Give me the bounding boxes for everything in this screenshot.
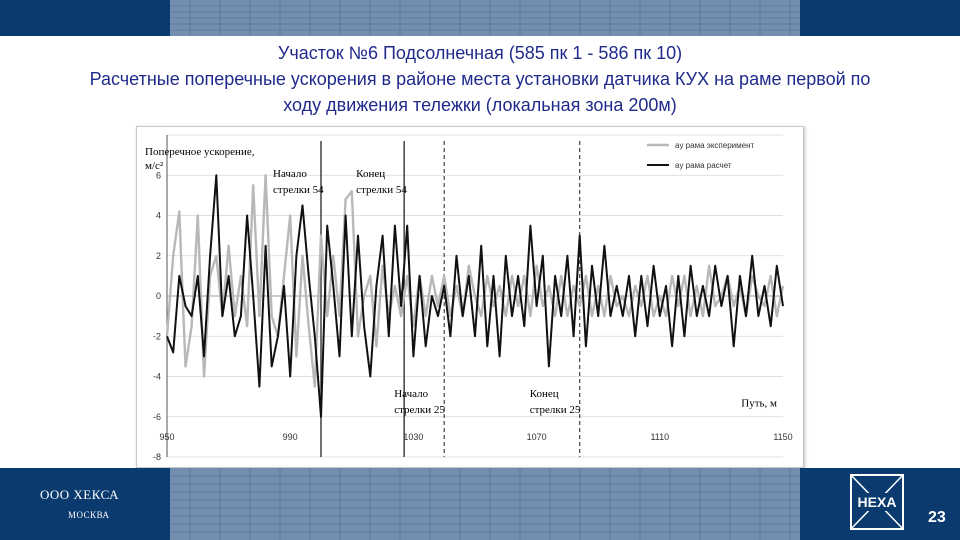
- hexa-logo-icon: HEXA: [850, 474, 904, 530]
- marker-label-line1: Конец: [530, 388, 559, 400]
- x-tick-label: 1110: [650, 432, 669, 442]
- y-tick-label: -4: [153, 372, 161, 382]
- page-number: 23: [928, 509, 946, 526]
- y-tick-label: -8: [153, 452, 161, 462]
- marker-label-line2: стрелки 25: [394, 404, 445, 416]
- marker-label-line2: стрелки 25: [530, 404, 581, 416]
- y-tick-label: -6: [153, 412, 161, 422]
- company-city: МОСКВА: [68, 510, 110, 520]
- marker-label-line1: Начало: [394, 388, 428, 400]
- series-line-experiment: [165, 174, 785, 388]
- mesh-decoration: [170, 0, 800, 36]
- legend-label: ay рама эксперимент: [675, 141, 754, 150]
- logo-text: HEXA: [858, 494, 897, 510]
- x-tick-label: 1030: [403, 432, 423, 442]
- title-line-1: Участок №6 Подсолнечная (585 пк 1 - 586 …: [277, 43, 683, 63]
- company-name: ООО ХЕКСА: [40, 487, 120, 502]
- title-line-2: Расчетные поперечные ускорения в районе …: [89, 69, 871, 89]
- marker-label-line2: стрелки 54: [356, 184, 407, 196]
- x-axis-label: Путь, м: [741, 398, 777, 410]
- acceleration-chart: 6 4 2 0 -2 -4 -6 -8 950 990 1030 1070 1110 1150 Начало…: [145, 134, 793, 462]
- x-tick-label: 1070: [527, 432, 547, 442]
- y-tick-label: 6: [156, 170, 161, 180]
- x-tick-label: 1150: [773, 432, 792, 442]
- y-tick-label: 2: [156, 251, 161, 261]
- y-axis-label: Поперечное ускорение,: [145, 146, 255, 158]
- chart-frame: 6 4 2 0 -2 -4 -6 -8 950 990 1030 1070 1110 1150 Начало…: [136, 126, 804, 468]
- y-tick-label: 4: [156, 211, 161, 221]
- y-axis-unit: м/с²: [145, 160, 164, 172]
- slide-title: Участок №6 Подсолнечная (585 пк 1 - 586 …: [0, 40, 960, 118]
- x-tick-label: 990: [283, 432, 298, 442]
- series-line-calc: [166, 174, 784, 418]
- title-line-3: ходу движения тележки (локальная зона 20…: [283, 95, 677, 115]
- marker-label-line2: стрелки 54: [273, 184, 324, 196]
- mesh-decoration-footer: [170, 468, 800, 540]
- header-band: [0, 0, 960, 36]
- marker-label-line1: Конец: [356, 168, 385, 180]
- footer-band: [0, 468, 960, 540]
- legend-label: ay рама расчет: [675, 161, 732, 170]
- y-tick-label: -2: [153, 331, 161, 341]
- x-tick-label: 950: [159, 432, 174, 442]
- marker-label-line1: Начало: [273, 168, 307, 180]
- y-tick-label: 0: [156, 291, 161, 301]
